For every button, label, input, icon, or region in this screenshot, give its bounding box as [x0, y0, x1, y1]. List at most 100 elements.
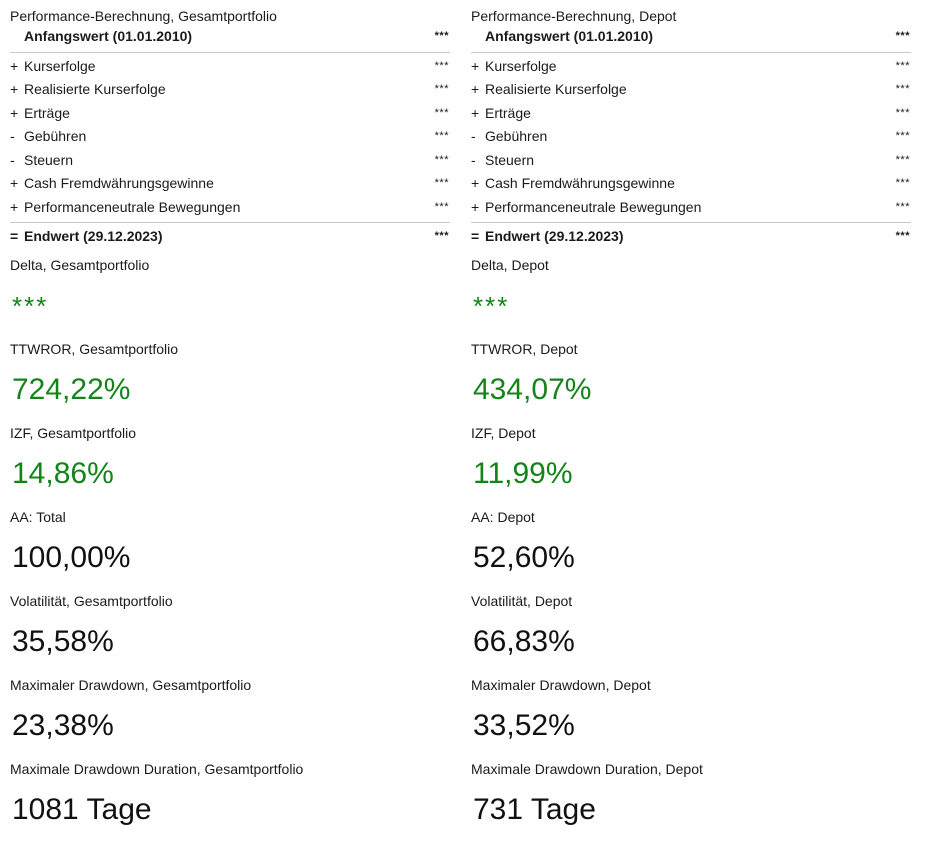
table-row: + Realisierte Kurserfolge ***	[471, 78, 911, 102]
row-label: Steuern	[485, 151, 535, 168]
row-label: Realisierte Kurserfolge	[24, 81, 166, 97]
kpi-izf: IZF, Depot 11,99%	[471, 417, 911, 501]
row-value: ***	[895, 59, 910, 72]
table-row: - Steuern ***	[471, 149, 911, 173]
table-row: + Cash Fremdwährungsgewinne ***	[10, 172, 450, 196]
kpi-label: AA: Total	[10, 508, 66, 525]
row-value: ***	[895, 30, 910, 42]
kpi-value: 23,38%	[12, 708, 114, 742]
row-value: ***	[895, 130, 910, 142]
kpi-label: Delta, Depot	[471, 256, 549, 273]
table-row: + Cash Fremdwährungsgewinne ***	[471, 172, 911, 196]
table-row: + Realisierte Kurserfolge ***	[10, 78, 450, 102]
row-operator: +	[10, 81, 19, 97]
kpi-label: Maximaler Drawdown, Depot	[471, 676, 651, 693]
row-value: ***	[434, 177, 449, 189]
divider	[471, 222, 911, 223]
row-value: ***	[895, 106, 910, 119]
row-operator: +	[471, 198, 480, 215]
row-label: Erträge	[24, 104, 70, 121]
kpi-label: Maximaler Drawdown, Gesamtportfolio	[10, 676, 252, 693]
kpi-volatility: Volatilität, Depot 66,83%	[471, 585, 911, 669]
kpi-value: ***	[473, 290, 510, 321]
row-operator: +	[471, 175, 480, 191]
kpi-value: 434,07%	[473, 372, 592, 406]
row-label: Cash Fremdwährungsgewinne	[485, 175, 675, 191]
kpi-asset-allocation: AA: Total 100,00%	[10, 501, 450, 585]
row-label: Endwert (29.12.2023)	[24, 228, 163, 244]
row-operator: -	[10, 151, 15, 168]
kpi-value: 100,00%	[12, 540, 131, 574]
row-operator: +	[10, 57, 19, 74]
end-value-row: = Endwert (29.12.2023) ***	[10, 225, 450, 249]
row-operator: +	[471, 104, 480, 121]
row-value: ***	[434, 153, 449, 166]
row-value: ***	[895, 177, 910, 189]
kpi-volatility: Volatilität, Gesamtportfolio 35,58%	[10, 585, 450, 669]
kpi-label: Maximale Drawdown Duration, Depot	[471, 760, 703, 777]
kpi-value: 14,86%	[12, 456, 114, 490]
row-label: Steuern	[24, 151, 74, 168]
kpi-izf: IZF, Gesamtportfolio 14,86%	[10, 417, 450, 501]
row-value: ***	[434, 59, 449, 72]
kpi-label: TTWROR, Depot	[471, 340, 578, 357]
row-label: Kurserfolge	[24, 57, 96, 74]
kpi-max-drawdown: Maximaler Drawdown, Depot 33,52%	[471, 669, 911, 753]
row-operator: -	[471, 128, 476, 144]
row-label: Anfangswert (01.01.2010)	[24, 28, 193, 44]
row-operator: =	[471, 228, 480, 244]
start-value-row: Anfangswert (01.01.2010) ***	[10, 25, 450, 49]
kpi-max-drawdown: Maximaler Drawdown, Gesamtportfolio 23,3…	[10, 669, 450, 753]
table-row: + Kurserfolge ***	[10, 55, 450, 79]
end-value-row: = Endwert (29.12.2023) ***	[471, 225, 911, 249]
kpi-ttwror: TTWROR, Gesamtportfolio 724,22%	[10, 333, 450, 417]
row-label: Gebühren	[485, 128, 548, 144]
row-value: ***	[434, 200, 449, 213]
row-label: Realisierte Kurserfolge	[485, 81, 627, 97]
row-value: ***	[434, 83, 449, 95]
divider	[10, 51, 450, 53]
kpi-asset-allocation: AA: Depot 52,60%	[471, 501, 911, 585]
kpi-max-drawdown-duration: Maximale Drawdown Duration, Gesamtportfo…	[10, 753, 450, 837]
kpi-max-drawdown-duration: Maximale Drawdown Duration, Depot 731 Ta…	[471, 753, 911, 837]
kpi-value: 1081 Tage	[12, 792, 152, 826]
row-label: Anfangswert (01.01.2010)	[485, 28, 654, 44]
kpi-value: 35,58%	[12, 624, 114, 658]
row-operator: +	[10, 104, 19, 121]
performance-calc-title: Performance-Berechnung, Gesamtportfolio	[10, 8, 277, 24]
row-label: Cash Fremdwährungsgewinne	[24, 175, 214, 191]
row-value: ***	[434, 30, 449, 42]
performance-calc-table: Anfangswert (01.01.2010) *** + Kurserfol…	[10, 25, 450, 249]
row-operator: -	[471, 151, 476, 168]
row-label: Gebühren	[24, 128, 87, 144]
row-value: ***	[434, 106, 449, 119]
kpi-delta: Delta, Gesamtportfolio ***	[10, 249, 450, 333]
row-label: Performanceneutrale Bewegungen	[24, 198, 241, 215]
performance-calc-table: Anfangswert (01.01.2010) *** + Kurserfol…	[471, 25, 911, 249]
row-operator: +	[10, 175, 19, 191]
kpi-ttwror: TTWROR, Depot 434,07%	[471, 333, 911, 417]
start-value-row: Anfangswert (01.01.2010) ***	[471, 25, 911, 49]
kpi-value: 33,52%	[473, 708, 575, 742]
table-row: - Gebühren ***	[471, 125, 911, 149]
row-operator: =	[10, 228, 19, 244]
kpi-label: IZF, Depot	[471, 424, 536, 441]
row-value: ***	[895, 153, 910, 166]
row-operator: +	[10, 198, 19, 215]
row-value: ***	[434, 230, 449, 242]
performance-calc-title: Performance-Berechnung, Depot	[471, 8, 677, 24]
gesamtportfolio-column: Performance-Berechnung, Gesamtportfolio …	[10, 0, 450, 837]
table-row: + Performanceneutrale Bewegungen ***	[10, 196, 450, 220]
kpi-value: ***	[12, 290, 49, 321]
table-row: + Erträge ***	[10, 102, 450, 126]
row-value: ***	[895, 83, 910, 95]
kpi-value: 11,99%	[473, 456, 573, 490]
row-operator: +	[471, 81, 480, 97]
row-label: Kurserfolge	[485, 57, 557, 74]
kpi-value: 52,60%	[473, 540, 575, 574]
kpi-value: 724,22%	[12, 372, 131, 406]
kpi-value: 731 Tage	[473, 792, 596, 826]
divider	[471, 51, 911, 53]
row-label: Erträge	[485, 104, 531, 121]
